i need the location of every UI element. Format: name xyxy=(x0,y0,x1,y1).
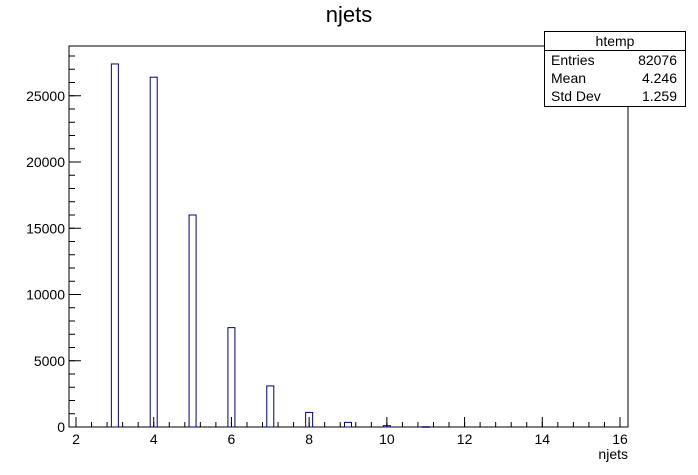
stats-box-title: htemp xyxy=(545,32,685,51)
x-tick-label: 2 xyxy=(72,431,80,447)
stats-mean-label: Mean xyxy=(551,70,587,86)
stats-stddev-label: Std Dev xyxy=(551,88,601,104)
y-tick-label: 25000 xyxy=(26,88,65,104)
x-tick-label: 6 xyxy=(228,431,236,447)
histogram-bar xyxy=(421,426,430,428)
histogram-bar xyxy=(344,421,352,428)
stats-mean-value: 4.246 xyxy=(641,70,677,86)
y-tick-label: 15000 xyxy=(26,220,65,236)
stats-box: htemp Entries 82076 Mean 4.246 Std Dev 1… xyxy=(544,31,686,107)
x-tick-label: 14 xyxy=(534,431,550,447)
x-tick-label: 12 xyxy=(457,431,473,447)
x-axis-label: njets xyxy=(598,446,628,462)
chart-title: njets xyxy=(325,2,373,27)
y-tick-label: 10000 xyxy=(26,287,65,303)
stats-stddev-value: 1.259 xyxy=(641,88,677,104)
histogram-bar xyxy=(266,385,275,428)
y-tick-label: 5000 xyxy=(34,353,65,369)
stats-row-mean: Mean 4.246 xyxy=(545,69,685,87)
y-tick-label: 0 xyxy=(57,419,65,435)
stats-entries-value: 82076 xyxy=(638,52,677,68)
histogram-bar xyxy=(227,327,236,428)
histogram-bar xyxy=(110,63,119,428)
stats-entries-label: Entries xyxy=(551,52,595,68)
x-tick-label: 8 xyxy=(305,431,313,447)
histogram-bar xyxy=(188,214,197,428)
y-tick-label: 20000 xyxy=(26,154,65,170)
x-tick-label: 16 xyxy=(612,431,628,447)
histogram-bar xyxy=(149,76,158,428)
stats-row-entries: Entries 82076 xyxy=(545,51,685,69)
stats-row-stddev: Std Dev 1.259 xyxy=(545,87,685,105)
x-tick-label: 4 xyxy=(150,431,158,447)
x-tick-label: 10 xyxy=(379,431,395,447)
